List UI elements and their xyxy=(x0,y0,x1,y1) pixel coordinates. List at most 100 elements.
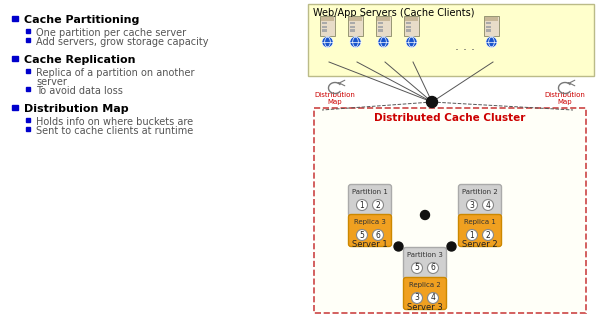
FancyBboxPatch shape xyxy=(458,214,502,247)
Text: 4: 4 xyxy=(431,293,436,302)
Text: Distribution
Map: Distribution Map xyxy=(545,92,586,105)
Bar xyxy=(26,38,30,41)
Text: 1: 1 xyxy=(470,230,475,239)
Text: . . .: . . . xyxy=(455,40,475,54)
Bar xyxy=(404,16,419,36)
Text: Replica 3: Replica 3 xyxy=(354,219,386,225)
Bar xyxy=(377,17,390,21)
Text: Server 1: Server 1 xyxy=(352,240,388,249)
Circle shape xyxy=(373,230,383,240)
Bar xyxy=(485,17,498,21)
Text: To avoid data loss: To avoid data loss xyxy=(36,86,123,96)
Bar xyxy=(406,29,411,31)
Circle shape xyxy=(467,199,478,211)
Bar xyxy=(378,26,383,28)
Bar xyxy=(322,26,327,28)
Circle shape xyxy=(356,199,367,211)
Text: Partition 1: Partition 1 xyxy=(352,189,388,195)
Circle shape xyxy=(447,242,456,251)
Text: Replica of a partition on another: Replica of a partition on another xyxy=(36,68,194,78)
Text: 2: 2 xyxy=(376,201,380,210)
FancyBboxPatch shape xyxy=(349,185,392,216)
Bar xyxy=(322,29,327,31)
Bar xyxy=(405,17,418,21)
Bar xyxy=(350,29,355,31)
Circle shape xyxy=(412,263,422,273)
FancyBboxPatch shape xyxy=(314,108,586,313)
FancyBboxPatch shape xyxy=(404,247,446,280)
Bar xyxy=(378,29,383,31)
Text: Server 3: Server 3 xyxy=(407,303,443,312)
Bar xyxy=(12,105,17,110)
Bar xyxy=(378,22,383,24)
Bar xyxy=(486,26,491,28)
FancyBboxPatch shape xyxy=(404,277,446,309)
Text: Sent to cache clients at runtime: Sent to cache clients at runtime xyxy=(36,126,193,136)
Circle shape xyxy=(356,230,367,240)
Polygon shape xyxy=(459,191,501,239)
Bar xyxy=(26,86,30,91)
Bar xyxy=(12,56,17,61)
Circle shape xyxy=(378,36,389,48)
FancyBboxPatch shape xyxy=(458,185,502,216)
Polygon shape xyxy=(404,254,446,302)
Bar xyxy=(321,17,334,21)
Text: 4: 4 xyxy=(485,201,490,210)
Bar xyxy=(486,29,491,31)
Text: 1: 1 xyxy=(359,201,364,210)
Circle shape xyxy=(406,36,417,48)
Bar xyxy=(350,26,355,28)
FancyBboxPatch shape xyxy=(308,4,594,76)
Text: Distributed Cache Cluster: Distributed Cache Cluster xyxy=(374,113,526,123)
Circle shape xyxy=(350,36,361,48)
Text: 6: 6 xyxy=(376,230,380,239)
Text: Add servers, grow storage capacity: Add servers, grow storage capacity xyxy=(36,37,209,47)
Text: 5: 5 xyxy=(359,230,364,239)
Text: 3: 3 xyxy=(415,293,419,302)
Text: Distribution Map: Distribution Map xyxy=(24,104,128,114)
Circle shape xyxy=(427,292,439,303)
Circle shape xyxy=(467,230,478,240)
Text: 2: 2 xyxy=(485,230,490,239)
Bar xyxy=(376,16,391,36)
Text: Cache Replication: Cache Replication xyxy=(24,55,136,65)
Text: Server 2: Server 2 xyxy=(462,240,498,249)
Bar xyxy=(348,16,363,36)
Text: Replica 1: Replica 1 xyxy=(464,219,496,225)
Bar xyxy=(26,117,30,122)
Bar xyxy=(26,29,30,32)
Text: 5: 5 xyxy=(415,264,419,273)
Bar xyxy=(26,68,30,73)
Circle shape xyxy=(427,97,437,108)
Bar xyxy=(406,26,411,28)
Bar xyxy=(349,17,362,21)
Bar xyxy=(484,16,499,36)
Circle shape xyxy=(421,211,430,220)
Text: Web/App Servers (Cache Clients): Web/App Servers (Cache Clients) xyxy=(313,8,475,18)
Circle shape xyxy=(322,36,333,48)
Bar xyxy=(406,22,411,24)
Circle shape xyxy=(486,36,497,48)
Circle shape xyxy=(394,242,403,251)
Bar xyxy=(350,22,355,24)
Bar xyxy=(320,16,335,36)
Text: Partition 2: Partition 2 xyxy=(462,189,498,195)
Text: Cache Partitioning: Cache Partitioning xyxy=(24,15,139,25)
FancyBboxPatch shape xyxy=(349,214,392,247)
Bar xyxy=(26,126,30,131)
Text: 6: 6 xyxy=(431,264,436,273)
Circle shape xyxy=(373,199,383,211)
Circle shape xyxy=(482,230,493,240)
Text: One partition per cache server: One partition per cache server xyxy=(36,28,186,38)
Text: Partition 3: Partition 3 xyxy=(407,252,443,258)
Text: Distribution
Map: Distribution Map xyxy=(314,92,355,105)
Text: Replica 2: Replica 2 xyxy=(409,282,441,288)
Circle shape xyxy=(427,263,439,273)
Polygon shape xyxy=(349,191,391,239)
Circle shape xyxy=(412,292,422,303)
Bar xyxy=(486,22,491,24)
Text: server: server xyxy=(36,77,67,87)
Bar xyxy=(322,22,327,24)
Text: 3: 3 xyxy=(470,201,475,210)
Text: Holds info on where buckets are: Holds info on where buckets are xyxy=(36,117,193,127)
